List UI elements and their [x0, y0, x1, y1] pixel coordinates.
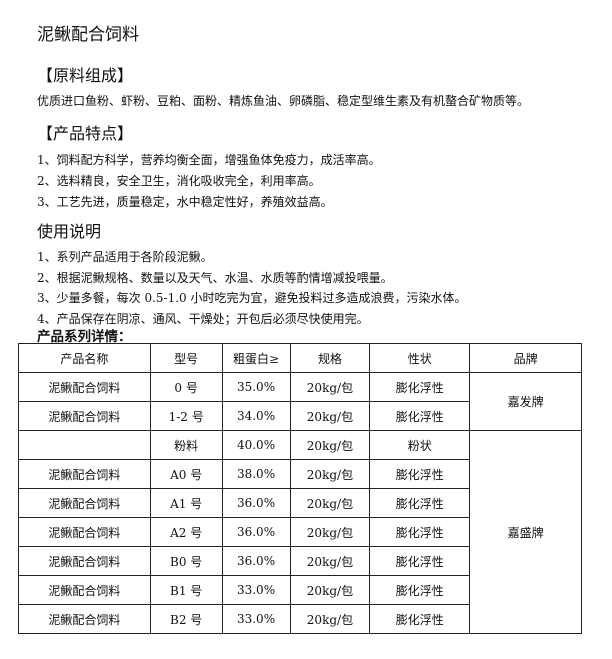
cell: 20kg/包 [289, 546, 371, 576]
header-cell: 规格 [289, 343, 371, 373]
cell: 泥鳅配合饲料 [18, 517, 151, 547]
cell: 膨化浮性 [369, 575, 471, 605]
cell: 20kg/包 [289, 372, 371, 402]
cell: 38.0% [221, 459, 291, 489]
cell: 33.0% [221, 575, 291, 605]
header-cell: 粗蛋白≥ [221, 343, 291, 373]
list-item: 2、根据泥鳅规格、数量以及天气、水温、水质等酌情增减投喂量。 [37, 270, 393, 285]
product-table: 产品名称 型号 粗蛋白≥ 规格 性状 品牌 泥鳅配合饲料 0 号 35.0% 20kg/包 膨化浮… [18, 343, 582, 634]
list-item: 1、系列产品适用于各阶段泥鳅。 [37, 250, 213, 264]
section-heading: 使用说明 [37, 222, 102, 241]
cell: A0 号 [149, 459, 223, 489]
list-item: 2、选料精良，安全卫生，消化吸收完全，利用率高。 [37, 174, 321, 188]
cell: 膨化浮性 [369, 401, 471, 431]
list-item: 3、工艺先进，质量稳定，水中稳定性好，养殖效益高。 [37, 195, 333, 209]
table-row: 泥鳅配合饲料 B2 号 33.0% 20kg/包 膨化浮性 [18, 604, 582, 634]
table-row: 泥鳅配合饲料 B1 号 33.0% 20kg/包 膨化浮性 [18, 575, 582, 605]
cell: 20kg/包 [289, 517, 371, 547]
table-row: 泥鳅配合饲料 A1 号 36.0% 20kg/包 膨化浮性 [18, 488, 582, 518]
cell: 35.0% [221, 372, 291, 402]
cell: 泥鳅配合饲料 [18, 401, 151, 431]
cell: A2 号 [149, 517, 223, 547]
header-row: 产品名称 型号 粗蛋白≥ 规格 性状 品牌 [18, 343, 582, 373]
cell: 膨化浮性 [369, 546, 471, 576]
header-cell: 品牌 [469, 343, 582, 373]
cell: 20kg/包 [289, 430, 371, 460]
cell: 20kg/包 [289, 488, 371, 518]
cell [18, 430, 151, 460]
cell: 34.0% [221, 401, 291, 431]
cell: 粉料 [149, 430, 223, 460]
table-row: 泥鳅配合饲料 0 号 35.0% 20kg/包 膨化浮性 嘉发牌 [18, 372, 582, 431]
header-cell: 性状 [369, 343, 471, 373]
header-cell: 型号 [149, 343, 223, 373]
cell: 36.0% [221, 488, 291, 518]
cell: 0 号 [149, 372, 223, 402]
table-row: 粉料 40.0% 20kg/包 粉状 嘉盛牌 [18, 430, 582, 634]
title: 泥鳅配合饲料 [37, 25, 139, 45]
table-caption: 产品系列详情： [37, 329, 132, 345]
cell: 膨化浮性 [369, 604, 471, 634]
cell: 泥鳅配合饲料 [18, 372, 151, 402]
cell: 泥鳅配合饲料 [18, 488, 151, 518]
cell: 嘉发牌 [469, 372, 582, 431]
cell: 36.0% [221, 546, 291, 576]
cell: 膨化浮性 [369, 459, 471, 489]
cell: 40.0% [221, 430, 291, 460]
cell: 膨化浮性 [369, 372, 471, 402]
cell: 36.0% [221, 517, 291, 547]
list-item: 4、产品保存在阴凉、通风、干燥处；开包后必须尽快使用完。 [37, 311, 369, 326]
table-row: 泥鳅配合饲料 A2 号 36.0% 20kg/包 膨化浮性 [18, 517, 582, 547]
cell: 20kg/包 [289, 401, 371, 431]
cell: A1 号 [149, 488, 223, 518]
cell: 1-2 号 [149, 401, 223, 431]
cell: 20kg/包 [289, 604, 371, 634]
list-item: 1、饲料配方科学，营养均衡全面，增强鱼体免疫力，成活率高。 [37, 153, 381, 167]
section-heading: 【原料组成】 [37, 66, 134, 85]
cell: B0 号 [149, 546, 223, 576]
header-cell: 产品名称 [18, 343, 151, 373]
cell: 泥鳅配合饲料 [18, 575, 151, 605]
cell: 粉状 [369, 430, 471, 460]
cell: 泥鳅配合饲料 [18, 546, 151, 576]
cell: 20kg/包 [289, 575, 371, 605]
section-heading: 【产品特点】 [37, 124, 134, 143]
cell: B2 号 [149, 604, 223, 634]
cell: 膨化浮性 [369, 517, 471, 547]
cell: B1 号 [149, 575, 223, 605]
cell: 20kg/包 [289, 459, 371, 489]
table-row: 泥鳅配合饲料 A0 号 38.0% 20kg/包 膨化浮性 [18, 459, 582, 489]
cell: 泥鳅配合饲料 [18, 459, 151, 489]
cell: 33.0% [221, 604, 291, 634]
list-item: 3、少量多餐，每次 0.5-1.0 小时吃完为宜，避免投料过多造成浪费，污染水体… [37, 291, 467, 305]
cell: 嘉盛牌 [469, 430, 582, 634]
cell: 膨化浮性 [369, 488, 471, 518]
cell: 泥鳅配合饲料 [18, 604, 151, 634]
paragraph: 优质进口鱼粉、虾粉、豆粕、面粉、精炼鱼油、卵磷脂、稳定型维生素及有机螯合矿物质等… [37, 94, 530, 108]
